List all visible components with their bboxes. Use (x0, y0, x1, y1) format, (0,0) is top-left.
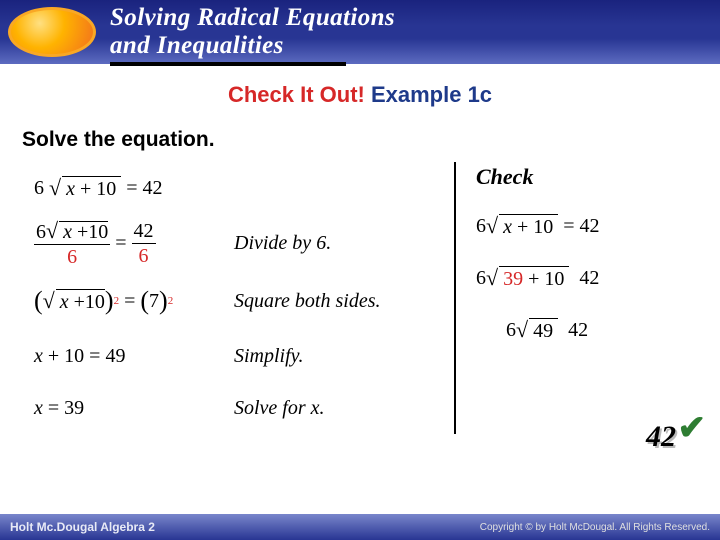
footer-left: Holt Mc.Dougal Algebra 2 (10, 520, 155, 534)
exp-5: Solve for x. (234, 382, 454, 434)
exp-4: Simplify. (234, 330, 454, 382)
title-line2: and Inequalities (110, 32, 395, 60)
subheader-red: Check It Out! (228, 82, 365, 107)
check-heading: Check (476, 164, 704, 190)
eq-step-4: x + 10 = 49 (34, 330, 234, 382)
header-bar: Solving Radical Equations and Inequaliti… (0, 0, 720, 64)
checkmark-icon: ✔ (678, 408, 707, 448)
exp-2: Divide by 6. (234, 214, 454, 272)
eq-step-5: x = 39 (34, 382, 234, 434)
subheader: Check It Out! Example 1c (0, 82, 720, 108)
title-line1: Solving Radical Equations (110, 4, 395, 32)
instruction-text: Solve the equation. (22, 128, 720, 152)
check-line-2: 6√ 39 + 10 42 (476, 252, 704, 304)
page-title: Solving Radical Equations and Inequaliti… (110, 4, 395, 60)
subheader-blue: Example 1c (365, 82, 492, 107)
eq-step-2: 6√ x +106 = 426 (34, 214, 234, 272)
work-area: 6 √ x + 10 = 42 6√ x +106 = 426 (√ x +10… (34, 162, 720, 434)
check-line-3: 6√ 49 42 (476, 304, 704, 356)
check-column: Check 6√ x + 10 = 42 6√ 39 + 10 42 6√ 49… (454, 162, 704, 434)
answer-value: 42 (646, 420, 676, 454)
exp-3: Square both sides. (234, 272, 454, 330)
title-underline (110, 62, 346, 66)
check-line-1: 6√ x + 10 = 42 (476, 200, 704, 252)
eq-step-3: (√ x +10)2 = (7)2 (34, 272, 234, 330)
eq-step-1: 6 √ x + 10 = 42 (34, 162, 234, 214)
footer-bar: Holt Mc.Dougal Algebra 2 Copyright © by … (0, 514, 720, 540)
explanation-column: Divide by 6. Square both sides. Simplify… (234, 162, 454, 434)
logo-oval-icon (8, 7, 96, 57)
exp-1 (234, 162, 454, 214)
footer-copyright: Copyright © by Holt McDougal. All Rights… (480, 522, 710, 533)
equation-column: 6 √ x + 10 = 42 6√ x +106 = 426 (√ x +10… (34, 162, 234, 434)
